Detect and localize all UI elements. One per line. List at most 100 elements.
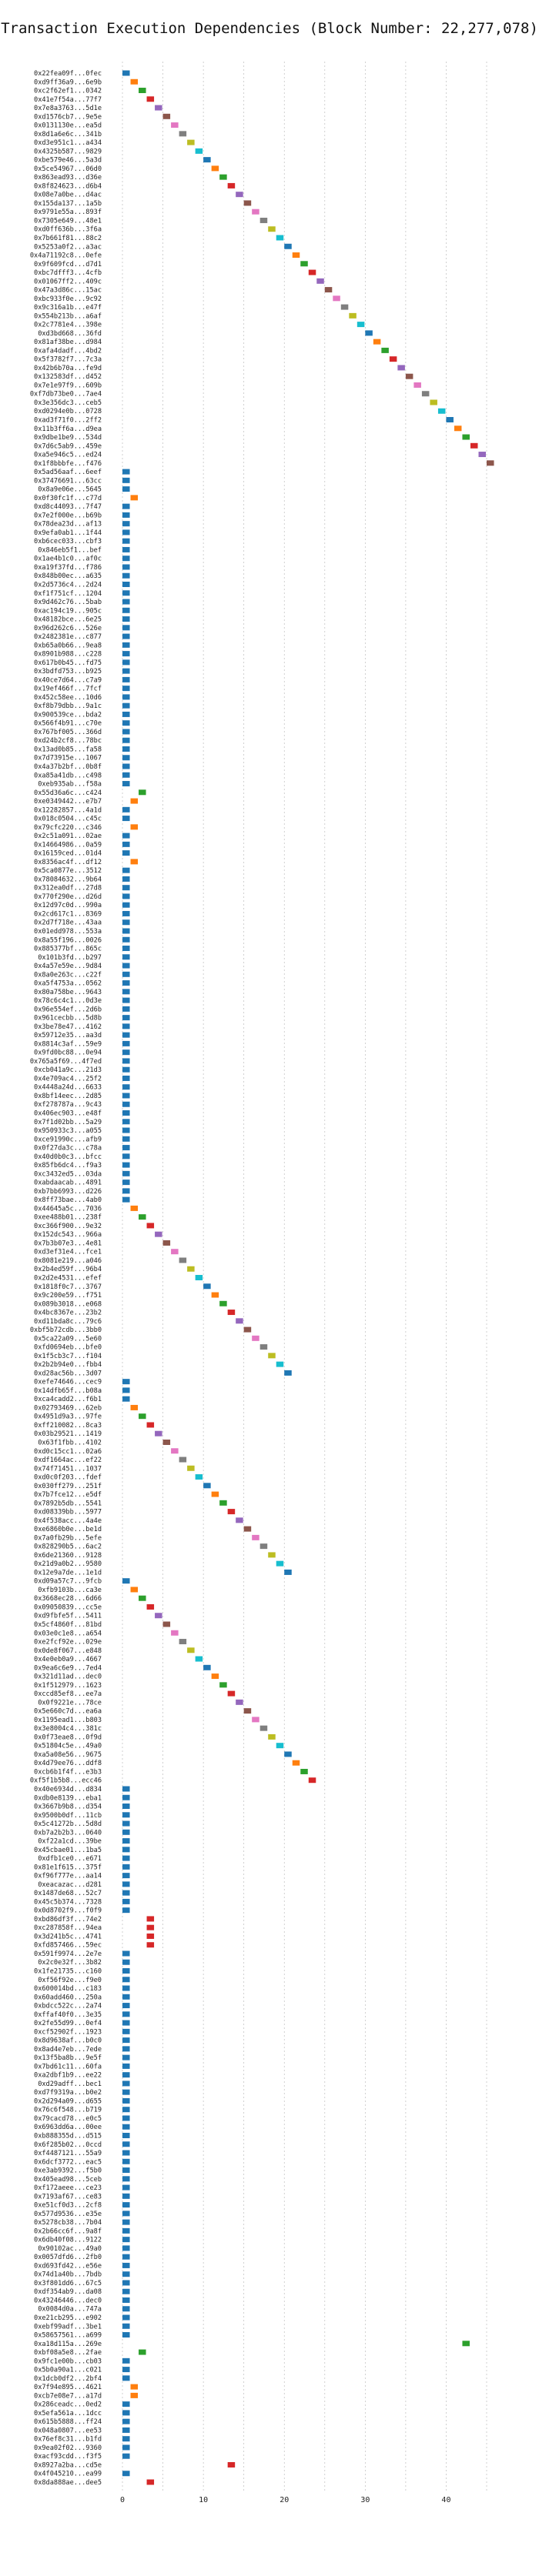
transaction-bar bbox=[122, 2184, 130, 2191]
transaction-bar bbox=[243, 1708, 252, 1714]
transaction-bar bbox=[122, 676, 130, 682]
y-tick-label: 0xc287858f...94ea bbox=[34, 1924, 102, 1932]
y-tick-label: 0x4bc8367e...23b2 bbox=[34, 1310, 102, 1317]
transaction-bar bbox=[122, 2003, 130, 2009]
y-tick-label: 0x4f045210...ea99 bbox=[34, 2471, 102, 2478]
y-tick-label: 0x1fe21735...c160 bbox=[34, 1968, 102, 1976]
transaction-bar bbox=[268, 1733, 276, 1740]
y-tick-label: 0x8bf14eec...2d85 bbox=[34, 1093, 102, 1100]
y-tick-label: 0xca4cadd2...f6b1 bbox=[34, 1396, 102, 1403]
y-tick-label: 0x7e2f000e...b69b bbox=[34, 512, 102, 519]
y-tick-label: 0x48182bce...6e25 bbox=[34, 616, 102, 624]
transaction-bar bbox=[122, 590, 130, 596]
y-tick-label: 0xcb041a9c...21d3 bbox=[34, 1066, 102, 1074]
y-tick-label: 0xdf1664ac...ef22 bbox=[34, 1457, 102, 1464]
y-tick-label: 0xd09a57c7...9fcb bbox=[34, 1578, 102, 1586]
transaction-bar bbox=[122, 1180, 130, 1186]
transaction-bar bbox=[122, 1968, 130, 1974]
y-tick-label: 0x7f1d02bb...5a29 bbox=[34, 1119, 102, 1126]
transaction-bar bbox=[389, 356, 397, 362]
y-tick-label: 0xb7bb6993...d226 bbox=[34, 1188, 102, 1196]
transaction-bar bbox=[122, 816, 130, 822]
y-tick-label: 0x40d0b0c3...bfcc bbox=[34, 1153, 102, 1161]
y-tick-label: 0xf8b79dbb...9a1c bbox=[34, 702, 102, 710]
transaction-bar bbox=[462, 2341, 470, 2347]
transaction-bar bbox=[122, 1188, 130, 1194]
y-tick-label: 0xbf5b72cdb...3bb0 bbox=[30, 1326, 102, 1334]
y-tick-label: 0xd3e951c1...a434 bbox=[34, 139, 102, 147]
transaction-bar bbox=[122, 2262, 130, 2268]
transaction-bar bbox=[276, 1560, 284, 1567]
y-tick-label: 0x03b29521...1419 bbox=[34, 1430, 102, 1438]
transaction-bar bbox=[308, 269, 316, 275]
transaction-bar bbox=[203, 1664, 211, 1670]
y-tick-label: 0x7f94e895...4621 bbox=[34, 2384, 102, 2391]
transaction-bar bbox=[122, 616, 130, 622]
transaction-bar bbox=[462, 434, 470, 440]
transaction-bar bbox=[122, 1977, 130, 1983]
y-tick-label: 0xbc7dfff3...4cfb bbox=[34, 269, 102, 277]
y-tick-label: 0x7d73915e...1067 bbox=[34, 755, 102, 762]
transaction-bar bbox=[187, 1647, 195, 1653]
transaction-bar bbox=[122, 936, 130, 943]
transaction-bar bbox=[122, 582, 130, 587]
y-tick-label: 0x030ff279...251f bbox=[34, 1483, 102, 1490]
y-tick-label: 0x01067ff2...409c bbox=[34, 278, 102, 285]
y-tick-label: 0x8081e219...a046 bbox=[34, 1257, 102, 1265]
transaction-bar bbox=[122, 1023, 130, 1029]
y-tick-label: 0x08e7a0be...d4ac bbox=[34, 192, 102, 199]
transaction-bar bbox=[179, 1639, 187, 1645]
y-tick-label: 0x7305e649...48e1 bbox=[34, 217, 102, 225]
x-tick-label: 30 bbox=[360, 2496, 370, 2504]
transaction-bar bbox=[122, 2314, 130, 2321]
transaction-bar bbox=[122, 876, 130, 882]
transaction-bar bbox=[122, 1170, 130, 1176]
y-tick-label: 0xf1f751cf...1204 bbox=[34, 590, 102, 598]
transaction-bar bbox=[122, 668, 130, 674]
y-tick-label: 0x0de8f067...e848 bbox=[34, 1647, 102, 1655]
transaction-bar bbox=[122, 70, 130, 76]
transaction-bar bbox=[122, 599, 130, 605]
y-tick-label: 0x2b66cc6f...9a8f bbox=[34, 2227, 102, 2235]
y-tick-label: 0x4e0eb0a9...4667 bbox=[34, 1656, 102, 1663]
transaction-bar bbox=[122, 2150, 130, 2156]
transaction-bar bbox=[284, 1370, 292, 1376]
y-tick-label: 0x089b3018...e068 bbox=[34, 1300, 102, 1308]
y-tick-label: 0x2c7781e4...398e bbox=[34, 322, 102, 329]
y-tick-label: 0x4a71192c8...0efe bbox=[30, 252, 102, 260]
y-tick-label: 0xd28ac56b...3d07 bbox=[34, 1370, 102, 1377]
y-tick-label: 0xc3432ed5...03da bbox=[34, 1170, 102, 1178]
y-tick-label: 0x7b7fce12...e5df bbox=[34, 1491, 102, 1499]
transaction-bar bbox=[365, 330, 373, 336]
y-tick-label: 0x9791e55a...893f bbox=[34, 209, 102, 216]
transaction-bar bbox=[122, 2410, 130, 2416]
y-tick-label: 0x59712e35...aa3d bbox=[34, 1032, 102, 1039]
y-tick-label: 0xd0c15cc1...02a6 bbox=[34, 1448, 102, 1456]
y-tick-label: 0x74d1a40b...7bdb bbox=[34, 2271, 102, 2279]
transaction-bar bbox=[324, 287, 333, 293]
y-tick-label: 0x45cbae01...1ba5 bbox=[34, 1847, 102, 1854]
y-tick-label: 0x2d5736c4...2d24 bbox=[34, 581, 102, 589]
y-tick-label: 0x5e660c7d...ea6a bbox=[34, 1708, 102, 1716]
transaction-bar bbox=[219, 174, 227, 180]
transaction-bar bbox=[252, 1534, 259, 1540]
transaction-bar bbox=[236, 1517, 243, 1523]
transaction-bar bbox=[122, 806, 130, 813]
y-tick-label: 0x63f1fbb...4102 bbox=[38, 1439, 102, 1446]
y-tick-label: 0x8ff73bae...4ab0 bbox=[34, 1196, 102, 1204]
y-tick-label: 0x76c6f548...b719 bbox=[34, 2107, 102, 2114]
transaction-bar bbox=[122, 2124, 130, 2130]
y-tick-label: 0x13ad0b85...fa58 bbox=[34, 746, 102, 753]
y-tick-label: 0x9efa0ab1...1f44 bbox=[34, 529, 102, 537]
transaction-bar bbox=[122, 2072, 130, 2078]
transaction-bar bbox=[219, 1300, 227, 1306]
transaction-bar bbox=[122, 469, 130, 475]
transaction-bar bbox=[243, 200, 252, 206]
y-tick-label: 0x4f538acc...4a4e bbox=[34, 1517, 102, 1525]
y-tick-label: 0x5278cb38...7b04 bbox=[34, 2219, 102, 2227]
y-tick-label: 0x80a758be...9643 bbox=[34, 989, 102, 996]
y-tick-label: 0x101b3fd...b297 bbox=[38, 954, 102, 962]
y-tick-label: 0x78c6c4c1...0d3e bbox=[34, 997, 102, 1005]
y-tick-label: 0x152dc543...966a bbox=[34, 1231, 102, 1239]
transaction-bar bbox=[284, 1751, 292, 1757]
